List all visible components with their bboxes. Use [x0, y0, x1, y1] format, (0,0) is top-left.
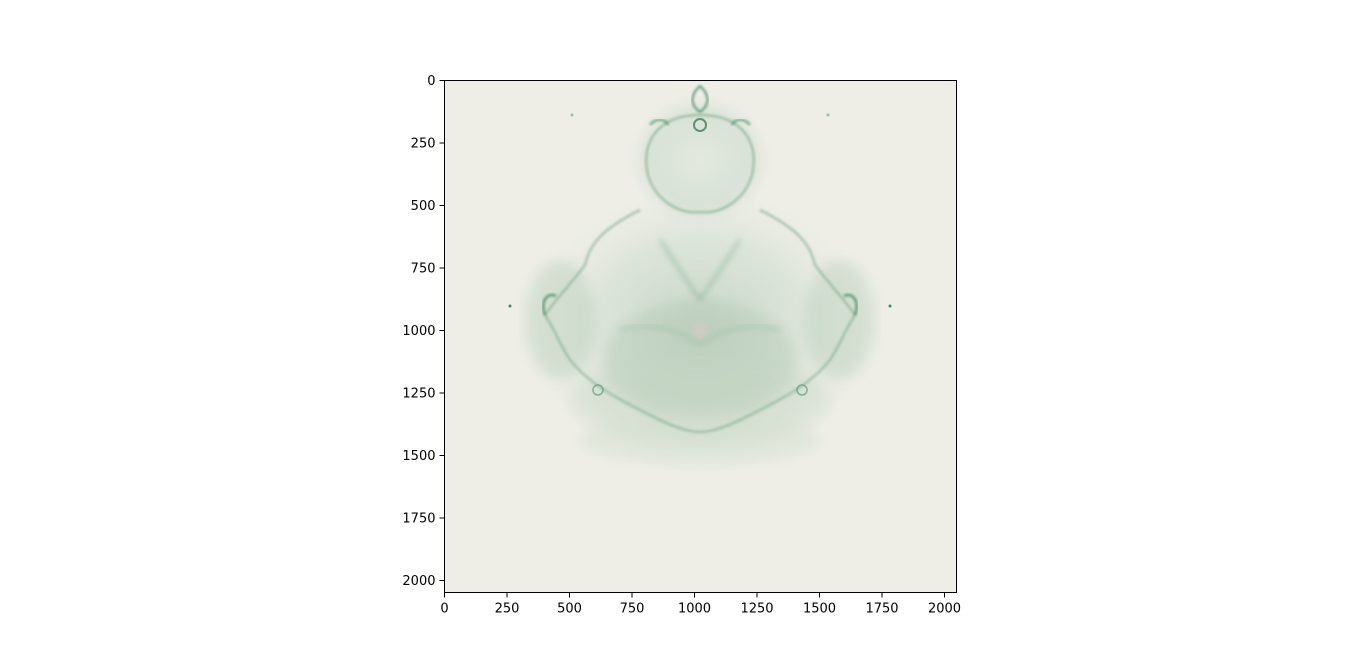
x-axis: 0 250 500 750 1000 1250 1500 1750 2000 [440, 592, 961, 617]
y-tick-label: 250 [411, 137, 436, 152]
y-tick-label: 1500 [402, 449, 435, 464]
x-tick-label: 0 [440, 602, 448, 617]
y-tick-label: 2000 [402, 574, 435, 589]
x-tick-label: 750 [620, 602, 645, 617]
y-tick-label: 500 [411, 199, 436, 214]
y-tick-label: 1750 [402, 512, 435, 527]
x-tick-label: 1750 [865, 602, 898, 617]
x-tick-label: 1500 [803, 602, 836, 617]
y-tick-label: 1000 [402, 324, 435, 339]
fractal-density [508, 84, 892, 480]
heatmap-image [444, 80, 957, 593]
x-tick-label: 250 [495, 602, 520, 617]
x-tick-label: 500 [557, 602, 582, 617]
axes-frame [444, 80, 957, 593]
y-tick-label: 1250 [402, 387, 435, 402]
y-tick-label: 0 [427, 74, 435, 89]
x-tick-label: 2000 [928, 602, 961, 617]
x-tick-label: 1000 [678, 602, 711, 617]
y-axis: 0 250 500 750 1000 1250 1500 1750 2000 [402, 74, 445, 589]
y-tick-label: 750 [411, 262, 436, 277]
x-tick-label: 1250 [740, 602, 773, 617]
